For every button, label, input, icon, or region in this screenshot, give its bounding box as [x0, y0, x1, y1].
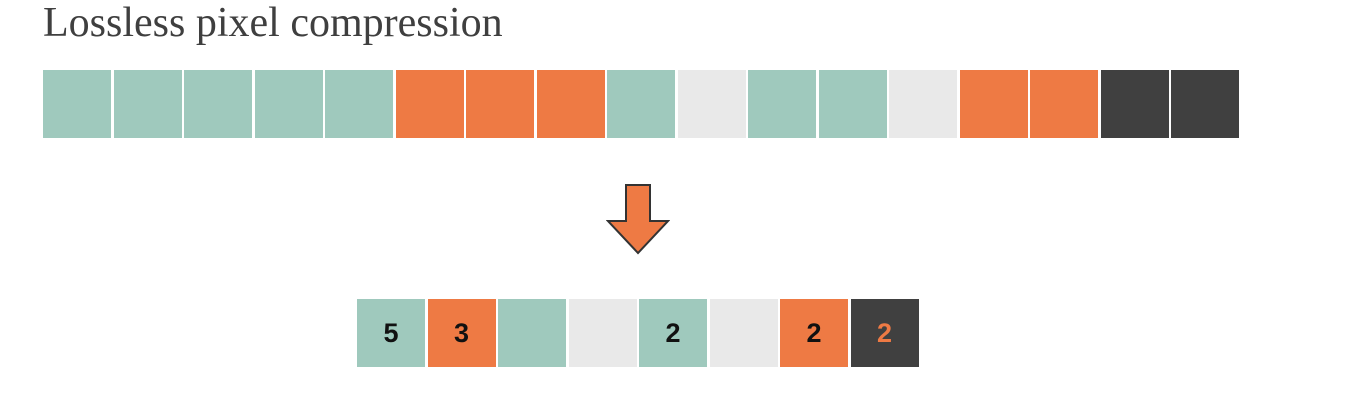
compressed-pixel-cell: 2 — [780, 299, 848, 367]
pixel-cell — [677, 70, 746, 138]
pixel-cell — [748, 70, 816, 138]
run-count-label: 2 — [665, 317, 681, 348]
compressed-pixel-cell: 2 — [639, 299, 707, 367]
pixel-cell — [325, 70, 393, 138]
pixel-cell — [607, 70, 675, 138]
run-count-label: 2 — [806, 317, 822, 348]
pixel-cell — [536, 70, 605, 138]
compressed-pixel-cell — [709, 299, 778, 367]
pixel-cell — [184, 70, 252, 138]
pixel-cell — [818, 70, 887, 138]
run-count-label: 2 — [876, 317, 893, 348]
pixel-cell — [1100, 70, 1169, 138]
uncompressed-pixel-row — [43, 70, 1242, 138]
compressed-pixel-cell — [498, 299, 566, 367]
down-arrow-icon — [606, 184, 670, 255]
compressed-pixel-cell: 5 — [357, 299, 425, 367]
compressed-pixel-cell: 2 — [850, 299, 919, 367]
pixel-cell — [395, 70, 464, 138]
run-count-label: 5 — [383, 317, 399, 348]
compressed-pixel-row: 5 3 2 2 2 — [357, 299, 921, 367]
compressed-pixel-cell — [568, 299, 637, 367]
pixel-cell — [466, 70, 534, 138]
pixel-cell — [113, 70, 182, 138]
page-title: Lossless pixel compression — [43, 0, 503, 46]
pixel-cell — [254, 70, 323, 138]
pixel-cell — [1030, 70, 1098, 138]
pixel-cell — [1171, 70, 1239, 138]
pixel-cell — [959, 70, 1028, 138]
run-count-label: 3 — [453, 317, 470, 348]
compressed-pixel-cell: 3 — [427, 299, 496, 367]
pixel-cell — [889, 70, 957, 138]
pixel-cell — [43, 70, 111, 138]
